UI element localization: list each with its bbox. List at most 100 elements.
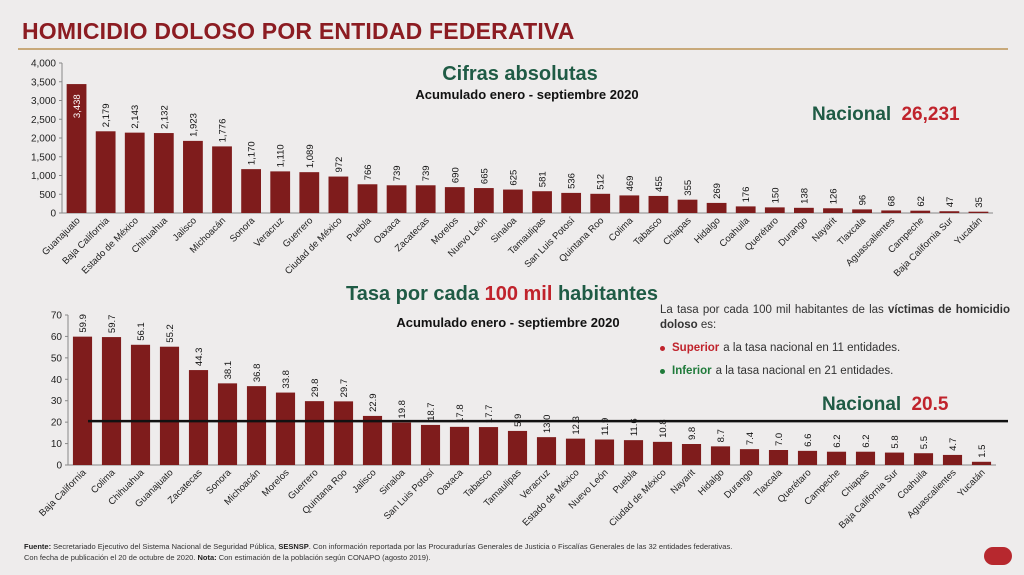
data-label: 536 — [567, 173, 578, 189]
bar — [415, 185, 436, 213]
bar — [565, 438, 586, 465]
data-label: 469 — [625, 176, 636, 192]
data-label: 47 — [945, 197, 956, 208]
bar — [66, 84, 87, 213]
bar — [793, 207, 814, 213]
chart-top-national: Nacional 26,231 — [812, 104, 960, 125]
data-label: 5.8 — [890, 435, 901, 448]
note-inferior: Inferior a la tasa nacional en 21 entida… — [660, 364, 1010, 379]
bar — [183, 140, 203, 213]
y-tick-label: 1,500 — [31, 152, 56, 163]
bar — [275, 392, 296, 465]
data-label: 1,089 — [305, 144, 316, 168]
data-label: 10.8 — [658, 419, 669, 438]
national-rate-value: 20.5 — [911, 394, 948, 415]
data-label: 1,776 — [218, 119, 229, 143]
y-tick-label: 500 — [39, 190, 56, 201]
bar — [357, 184, 378, 213]
red-bullet-icon — [660, 346, 665, 351]
superior-text: a la tasa nacional en 11 entidades. — [723, 342, 901, 354]
y-tick-label: 20 — [51, 418, 63, 429]
bar — [95, 131, 116, 213]
bar — [826, 451, 847, 465]
note-intro-b: víctimas de homicidio doloso — [660, 304, 1011, 331]
bar — [246, 386, 267, 465]
government-logo-icon — [984, 547, 1012, 565]
bar — [648, 195, 669, 213]
footer-source-a: Secretariado Ejecutivo del Sistema Nacio… — [51, 542, 279, 551]
data-label: 4.7 — [948, 438, 959, 451]
chart-bottom-national: Nacional 20.5 — [822, 394, 949, 415]
data-label: 581 — [538, 171, 549, 187]
bar — [101, 337, 122, 465]
data-label: 355 — [683, 180, 694, 196]
data-label: 7.4 — [745, 432, 756, 445]
bar — [594, 439, 615, 465]
y-tick-label: 3,000 — [31, 96, 56, 107]
data-label: 1.5 — [977, 445, 988, 458]
data-label: 29.7 — [339, 379, 350, 398]
data-label: 55.2 — [165, 324, 176, 343]
category-label: Veracruz — [252, 215, 286, 249]
category-label: Chiapas — [661, 215, 694, 248]
bar — [72, 336, 93, 465]
footer-line-2: Con fecha de publicación el 20 de octubr… — [24, 552, 964, 563]
data-label: 176 — [741, 187, 752, 203]
data-label: 512 — [596, 174, 607, 190]
inferior-label: Inferior — [672, 365, 712, 377]
bar — [124, 132, 145, 213]
bar — [328, 176, 349, 213]
bar — [386, 185, 407, 213]
footer-source-label: Fuente: — [24, 542, 52, 551]
note-intro: La tasa por cada 100 mil habitantes de l… — [660, 303, 1010, 333]
data-label: 739 — [392, 165, 403, 181]
data-label: 17.7 — [484, 405, 495, 424]
title-part-c: habitantes — [558, 283, 658, 305]
data-label: 269 — [712, 183, 723, 199]
y-tick-label: 4,000 — [31, 59, 56, 70]
data-label: 1,923 — [188, 113, 199, 137]
y-tick-label: 3,500 — [31, 77, 56, 88]
bar — [241, 169, 262, 213]
bar — [299, 172, 320, 213]
bar — [217, 383, 238, 465]
bar — [768, 450, 789, 465]
data-label: 96 — [858, 195, 869, 206]
category-label: Yucatán — [953, 215, 985, 247]
data-label: 2,179 — [101, 104, 112, 128]
data-label: 665 — [479, 168, 490, 184]
y-tick-label: 40 — [51, 375, 63, 386]
y-tick-label: 2,500 — [31, 115, 56, 126]
data-label: 9.8 — [687, 427, 698, 440]
inferior-text: a la tasa nacional en 21 entidades. — [715, 365, 894, 377]
data-label: 138 — [799, 188, 810, 204]
data-label: 2,132 — [159, 105, 170, 129]
bar — [739, 449, 760, 465]
title-divider — [18, 48, 1008, 50]
bar — [884, 452, 905, 465]
category-label: Jalisco — [171, 215, 199, 243]
data-label: 2,143 — [130, 105, 141, 129]
y-tick-label: 0 — [56, 461, 62, 472]
bar — [130, 344, 151, 465]
data-label: 68 — [887, 196, 898, 207]
bar — [561, 192, 582, 213]
data-label: 625 — [508, 170, 519, 186]
category-label: San Luis Potosí — [382, 467, 437, 522]
bar — [503, 189, 523, 213]
data-label: 3,438 — [72, 94, 83, 118]
footer-source-b: SESNSP — [278, 542, 309, 551]
y-tick-label: 60 — [51, 332, 63, 343]
bar — [507, 430, 528, 465]
bar — [391, 422, 412, 465]
chart-top-title: Cifras absolutas — [442, 63, 598, 85]
bar — [855, 451, 876, 465]
bar — [619, 195, 640, 213]
y-tick-label: 2,000 — [31, 134, 56, 145]
chart-bottom-title: Tasa por cada 100 mil habitantes — [346, 283, 658, 305]
y-tick-label: 10 — [51, 439, 63, 450]
footer-date: Con fecha de publicación el 20 de octubr… — [24, 553, 198, 562]
data-label: 12.3 — [571, 416, 582, 435]
footer-note-label: Nota: — [197, 553, 217, 562]
